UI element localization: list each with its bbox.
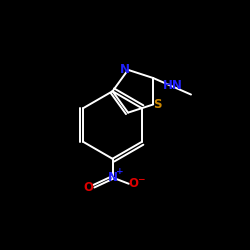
- Text: S: S: [154, 98, 162, 111]
- Text: −: −: [137, 175, 144, 184]
- Text: O: O: [128, 177, 138, 190]
- Text: N: N: [120, 63, 130, 76]
- Text: HN: HN: [163, 79, 182, 92]
- Text: +: +: [116, 168, 123, 176]
- Text: O: O: [83, 181, 93, 194]
- Text: N: N: [108, 171, 118, 184]
